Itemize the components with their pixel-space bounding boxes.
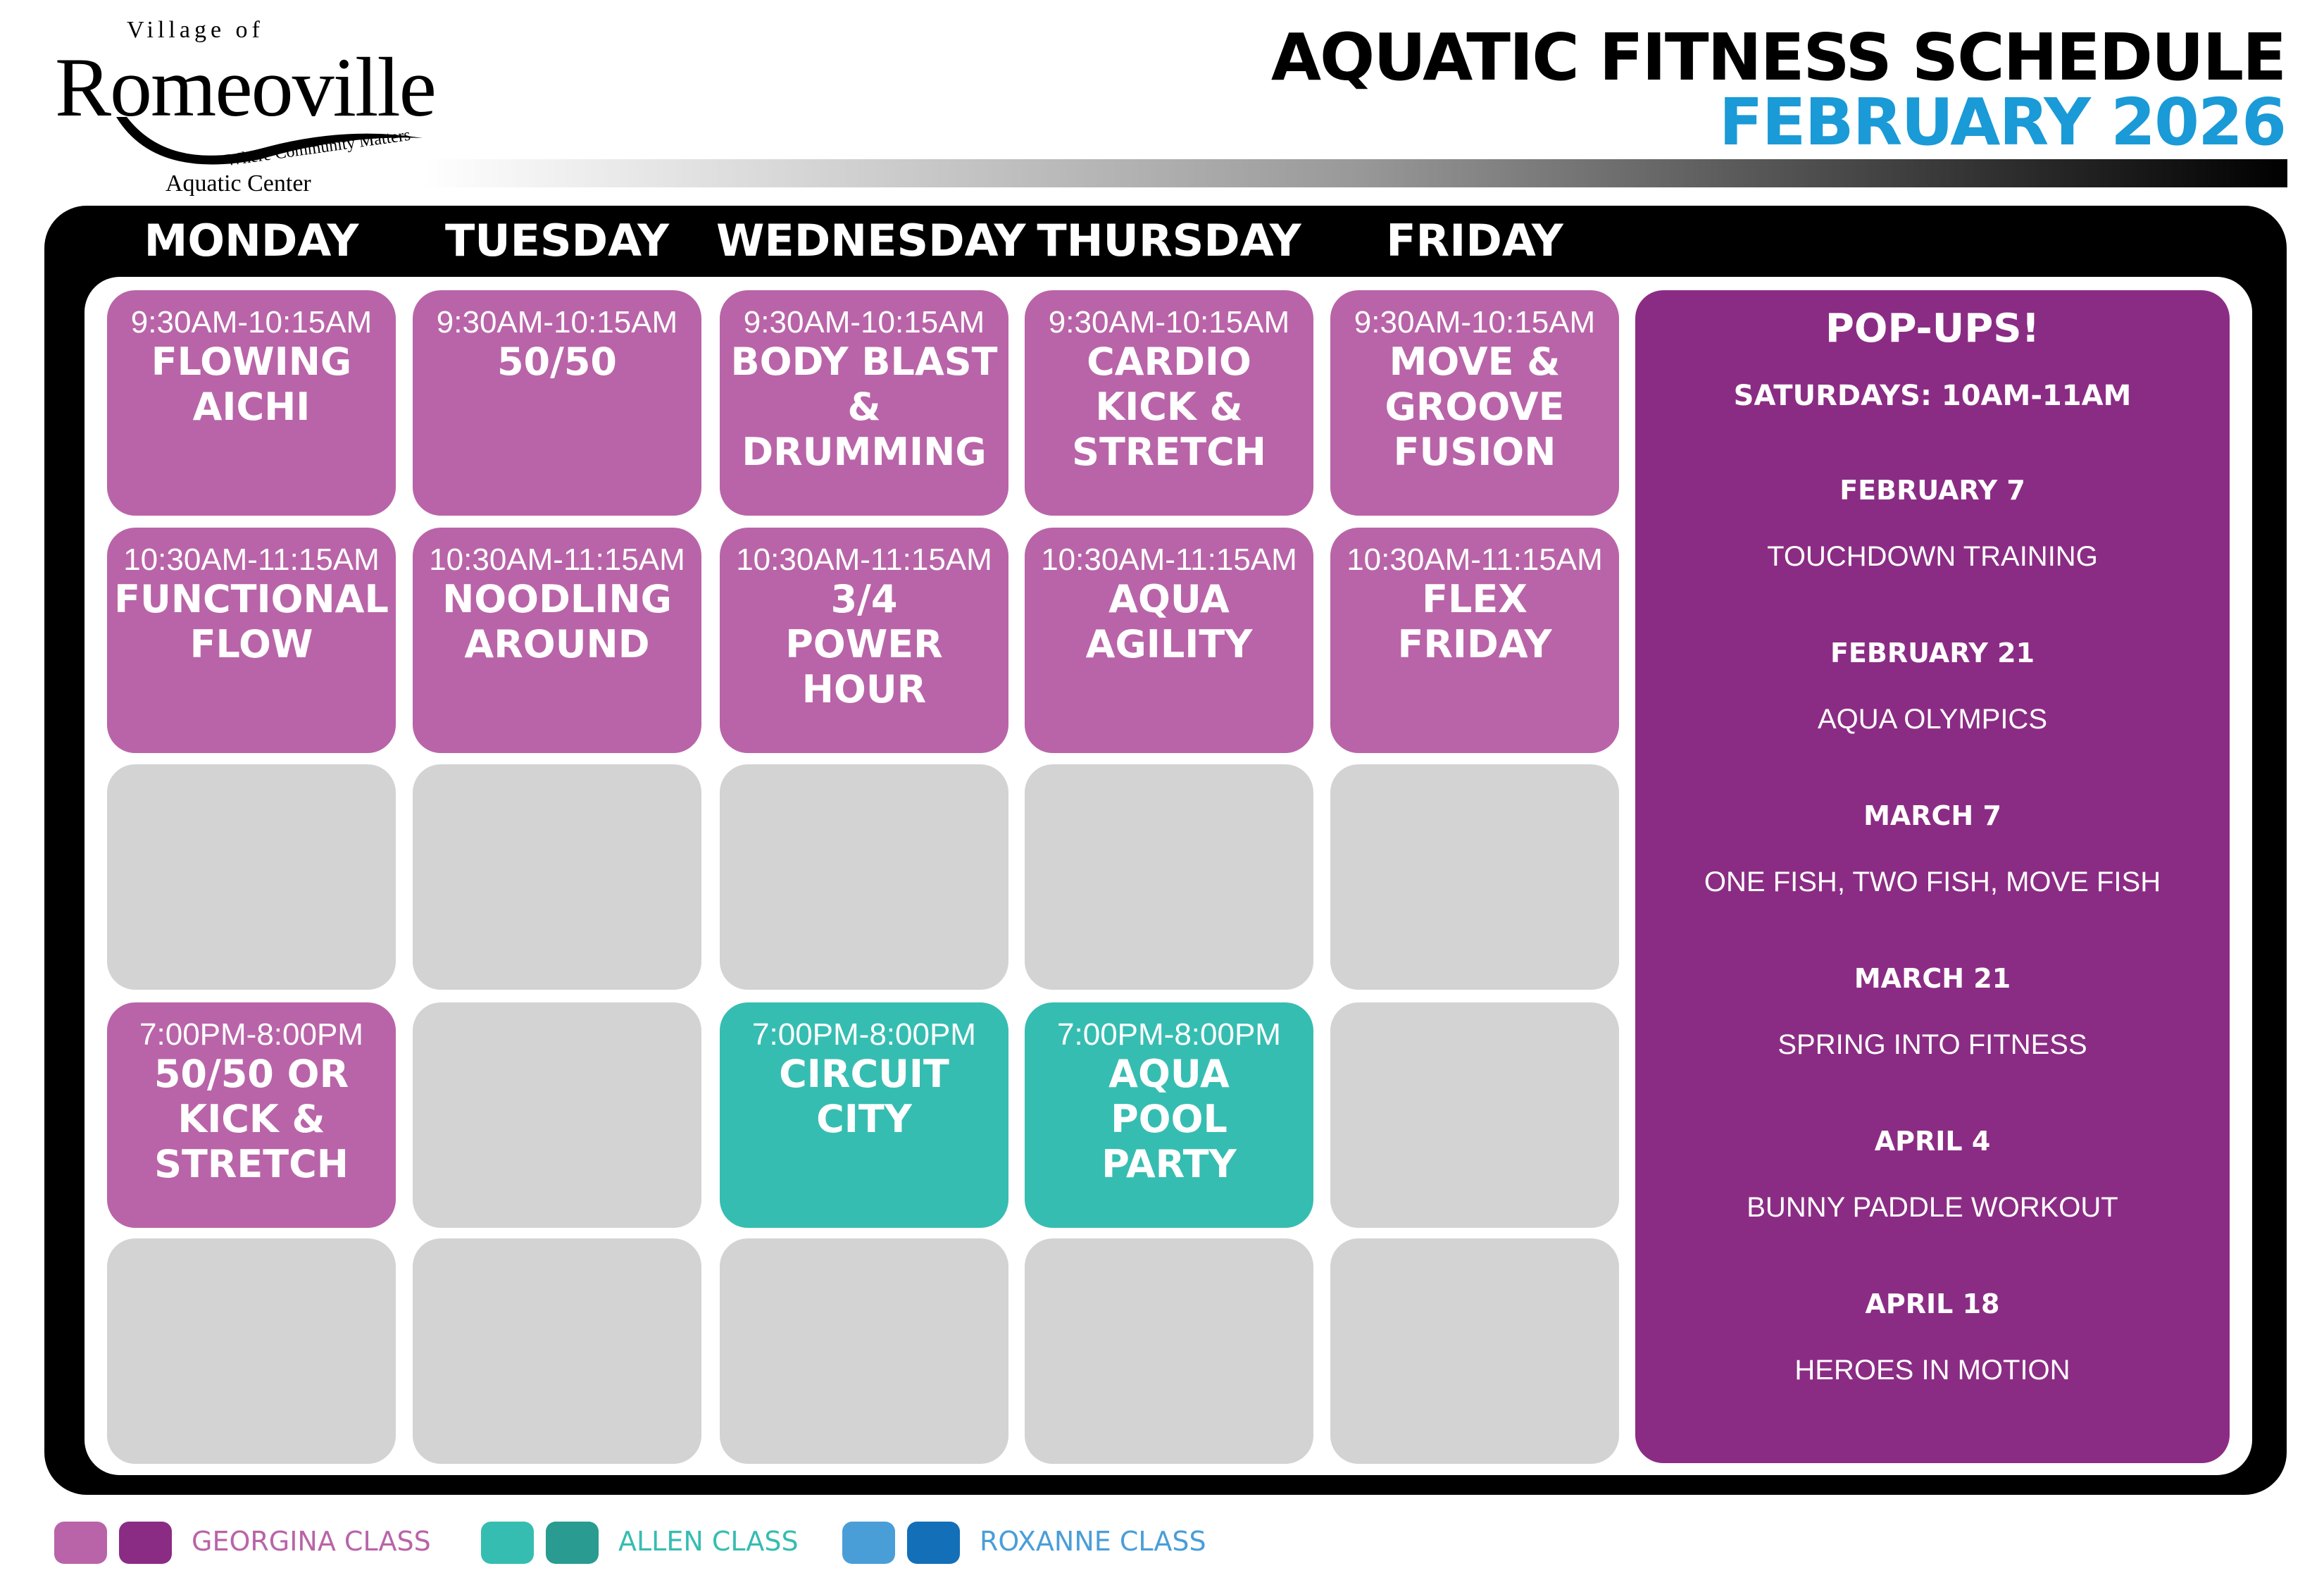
- class-cell: 7:00PM-8:00PM 50/50 OR KICK & STRETCH: [107, 1002, 396, 1228]
- class-name: BODY BLAST & DRUMMING: [730, 340, 998, 474]
- empty-cell: [1330, 764, 1619, 990]
- class-cell: 10:30AM-11:15AM FUNCTIONAL FLOW: [107, 528, 396, 753]
- popup-date: FEBRUARY 21: [1830, 638, 2035, 669]
- class-time: 9:30AM-10:15AM: [436, 305, 678, 340]
- popup-name: SPRING INTO FITNESS: [1778, 1029, 2087, 1060]
- class-time: 10:30AM-11:15AM: [1347, 542, 1603, 577]
- class-name: AQUA POOL PARTY: [1101, 1052, 1237, 1186]
- empty-cell: [1025, 764, 1313, 990]
- empty-cell: [1025, 1238, 1313, 1464]
- class-name: CARDIO KICK & STRETCH: [1072, 340, 1266, 474]
- empty-cell: [720, 1238, 1008, 1464]
- day-header-friday: FRIDAY: [1386, 215, 1563, 266]
- popup-event: APRIL 4 BUNNY PADDLE WORKOUT: [1635, 1126, 2230, 1224]
- class-cell: 10:30AM-11:15AM NOODLING AROUND: [413, 528, 701, 753]
- empty-cell: [107, 1238, 396, 1464]
- class-name: FUNCTIONAL FLOW: [114, 577, 389, 667]
- class-time: 10:30AM-11:15AM: [1041, 542, 1297, 577]
- class-time: 10:30AM-11:15AM: [736, 542, 992, 577]
- legend-swatch-light: [842, 1522, 895, 1564]
- popup-date: APRIL 18: [1865, 1288, 2000, 1319]
- class-time: 7:00PM-8:00PM: [139, 1017, 363, 1052]
- popup-date: MARCH 21: [1854, 963, 2011, 994]
- popups-schedule: SATURDAYS: 10AM-11AM: [1733, 380, 2132, 412]
- gradient-bar: [423, 159, 2287, 187]
- popup-name: BUNNY PADDLE WORKOUT: [1747, 1192, 2118, 1223]
- logo-name: Romeoville: [55, 40, 437, 134]
- class-cell: 9:30AM-10:15AM MOVE & GROOVE FUSION: [1330, 290, 1619, 516]
- empty-cell: [413, 1238, 701, 1464]
- page-title: AQUATIC FITNESS SCHEDULE FEBRUARY 2026: [1270, 20, 2287, 160]
- empty-cell: [413, 1002, 701, 1228]
- day-header-wednesday: WEDNESDAY: [716, 215, 1026, 266]
- day-header-monday: MONDAY: [144, 215, 359, 266]
- class-name: 50/50: [496, 340, 617, 385]
- legend-swatch-light: [481, 1522, 534, 1564]
- romeoville-logo: Village of Romeoville Where Community Ma…: [49, 18, 444, 203]
- popup-date: APRIL 4: [1874, 1126, 1991, 1157]
- class-cell: 9:30AM-10:15AM FLOWING AICHI: [107, 290, 396, 516]
- class-cell: 9:30AM-10:15AM 50/50: [413, 290, 701, 516]
- class-time: 10:30AM-11:15AM: [429, 542, 685, 577]
- class-cell: 9:30AM-10:15AM BODY BLAST & DRUMMING: [720, 290, 1008, 516]
- legend-swatch-light: [54, 1522, 107, 1564]
- class-time: 9:30AM-10:15AM: [1048, 305, 1290, 340]
- popups-title: POP-UPS!: [1825, 306, 2040, 352]
- legend-swatch-dark: [907, 1522, 960, 1564]
- popup-date: FEBRUARY 7: [1839, 475, 2025, 506]
- popup-event: APRIL 18 HEROES IN MOTION: [1635, 1288, 2230, 1386]
- class-name: MOVE & GROOVE FUSION: [1385, 340, 1565, 474]
- popup-name: AQUA OLYMPICS: [1817, 704, 2047, 735]
- popup-event: FEBRUARY 21 AQUA OLYMPICS: [1635, 638, 2230, 735]
- class-name: FLOWING AICHI: [151, 340, 352, 430]
- legend-label: GEORGINA CLASS: [192, 1526, 431, 1557]
- legend-swatch-dark: [546, 1522, 599, 1564]
- class-time: 9:30AM-10:15AM: [1354, 305, 1596, 340]
- popup-event: FEBRUARY 7 TOUCHDOWN TRAINING: [1635, 475, 2230, 573]
- class-cell: 10:30AM-11:15AM AQUA AGILITY: [1025, 528, 1313, 753]
- class-name: CIRCUIT CITY: [779, 1052, 949, 1142]
- class-cell: 7:00PM-8:00PM AQUA POOL PARTY: [1025, 1002, 1313, 1228]
- schedule-month: FEBRUARY 2026: [1718, 85, 2287, 160]
- logo-swoosh: [116, 117, 423, 165]
- class-name: NOODLING AROUND: [442, 577, 672, 667]
- class-time: 9:30AM-10:15AM: [130, 305, 373, 340]
- logo-village: Village of: [127, 17, 264, 43]
- class-cell: 7:00PM-8:00PM CIRCUIT CITY: [720, 1002, 1008, 1228]
- popup-name: ONE FISH, TWO FISH, MOVE FISH: [1704, 866, 2161, 897]
- empty-cell: [413, 764, 701, 990]
- class-name: 50/50 OR KICK & STRETCH: [154, 1052, 349, 1186]
- class-name: 3/4 POWER HOUR: [785, 577, 943, 711]
- legend-label: ROXANNE CLASS: [980, 1526, 1206, 1557]
- class-name: AQUA AGILITY: [1085, 577, 1253, 667]
- logo-subtitle: Aquatic Center: [165, 170, 311, 197]
- popup-date: MARCH 7: [1863, 800, 2001, 831]
- day-header-tuesday: TUESDAY: [444, 215, 670, 266]
- class-time: 7:00PM-8:00PM: [1057, 1017, 1281, 1052]
- class-cell: 10:30AM-11:15AM 3/4 POWER HOUR: [720, 528, 1008, 753]
- popup-name: HEROES IN MOTION: [1794, 1355, 2070, 1386]
- class-cell: 9:30AM-10:15AM CARDIO KICK & STRETCH: [1025, 290, 1313, 516]
- empty-cell: [1330, 1002, 1619, 1228]
- class-time: 7:00PM-8:00PM: [752, 1017, 976, 1052]
- legend-label: ALLEN CLASS: [618, 1526, 799, 1557]
- class-cell: 10:30AM-11:15AM FLEX FRIDAY: [1330, 528, 1619, 753]
- empty-cell: [720, 764, 1008, 990]
- day-header-thursday: THURSDAY: [1037, 215, 1301, 266]
- class-time: 10:30AM-11:15AM: [123, 542, 380, 577]
- class-name: FLEX FRIDAY: [1397, 577, 1552, 667]
- legend-swatch-dark: [119, 1522, 172, 1564]
- class-time: 9:30AM-10:15AM: [743, 305, 985, 340]
- popup-event: MARCH 7 ONE FISH, TWO FISH, MOVE FISH: [1635, 800, 2230, 898]
- schedule-title: AQUATIC FITNESS SCHEDULE: [1270, 20, 2287, 95]
- popups-panel: POP-UPS! SATURDAYS: 10AM-11AM FEBRUARY 7…: [1635, 290, 2230, 1463]
- empty-cell: [107, 764, 396, 990]
- popup-event: MARCH 21 SPRING INTO FITNESS: [1635, 963, 2230, 1061]
- popup-name: TOUCHDOWN TRAINING: [1767, 541, 2098, 572]
- empty-cell: [1330, 1238, 1619, 1464]
